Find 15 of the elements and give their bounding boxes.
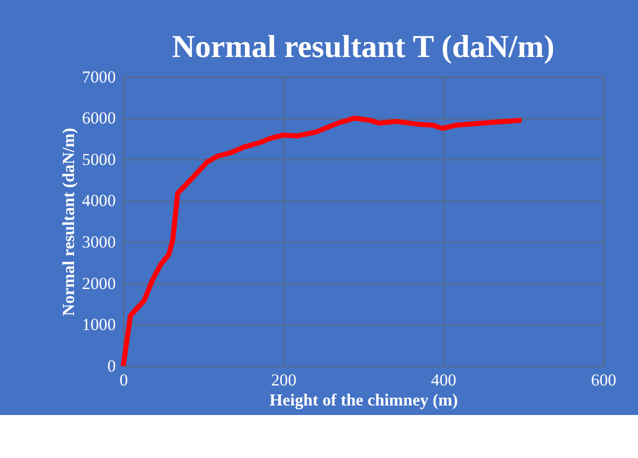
x-tick-label: 600	[591, 370, 616, 390]
y-tick-label: 7000	[82, 67, 116, 86]
x-axis-title: Height of the chimney (m)	[270, 390, 458, 410]
x-tick-label: 0	[120, 370, 128, 390]
y-tick-label: 0	[107, 356, 116, 376]
x-tick-label: 400	[431, 370, 456, 390]
chart-title: Normal resultant T (daN/m)	[172, 28, 554, 64]
y-tick-label: 1000	[82, 315, 116, 334]
y-tick-label: 2000	[82, 274, 116, 293]
y-tick-label: 6000	[82, 108, 116, 128]
y-tick-label: 5000	[82, 150, 116, 169]
y-tick-label: 4000	[82, 191, 116, 210]
y-tick-label: 3000	[82, 232, 116, 252]
x-tick-label: 200	[271, 370, 296, 390]
y-axis-title: Normal resultant (daN/m)	[59, 128, 78, 316]
